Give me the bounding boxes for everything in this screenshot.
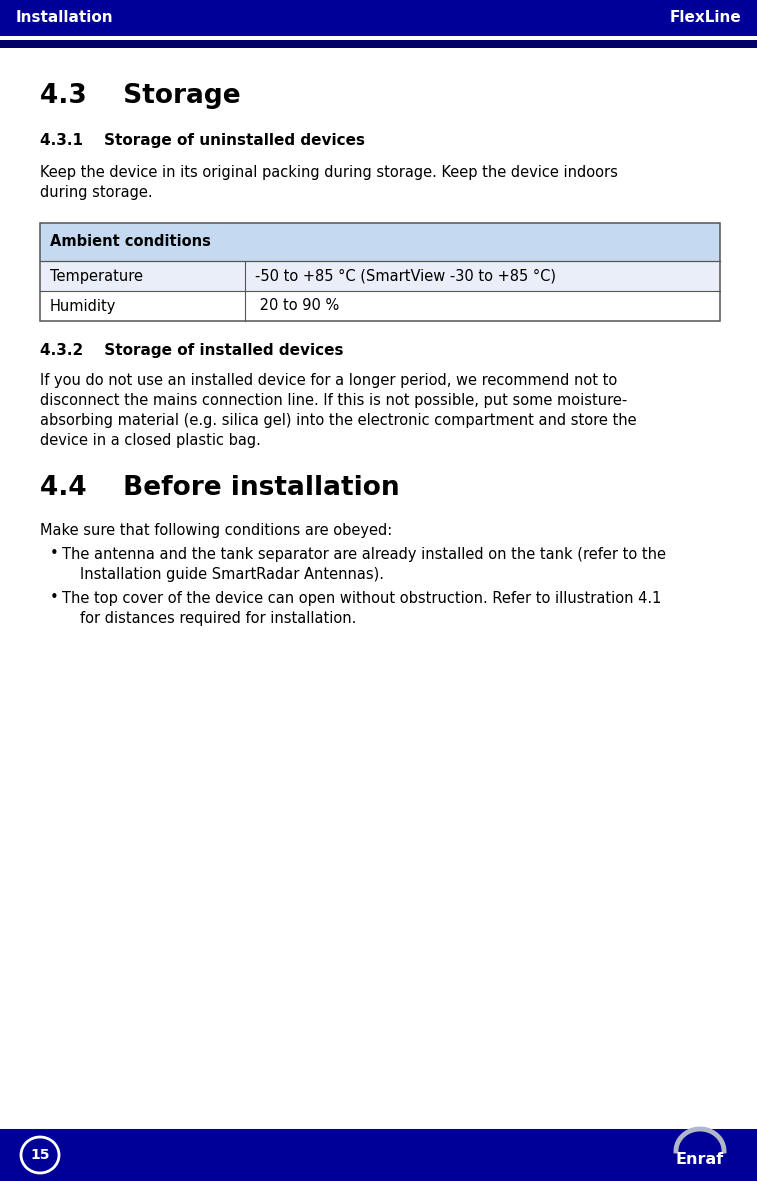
Text: The top cover of the device can open without obstruction. Refer to illustration : The top cover of the device can open wit…: [62, 590, 662, 606]
FancyBboxPatch shape: [0, 0, 757, 35]
FancyBboxPatch shape: [0, 1129, 757, 1181]
Text: absorbing material (e.g. silica gel) into the electronic compartment and store t: absorbing material (e.g. silica gel) int…: [40, 413, 637, 428]
FancyBboxPatch shape: [0, 40, 757, 48]
Text: Temperature: Temperature: [50, 268, 143, 283]
Text: 4.3.1    Storage of uninstalled devices: 4.3.1 Storage of uninstalled devices: [40, 133, 365, 148]
Text: -50 to +85 °C (SmartView -30 to +85 °C): -50 to +85 °C (SmartView -30 to +85 °C): [255, 268, 556, 283]
Text: 4.3    Storage: 4.3 Storage: [40, 83, 241, 109]
Text: Installation guide SmartRadar Antennas).: Installation guide SmartRadar Antennas).: [80, 567, 384, 582]
Text: Keep the device in its original packing during storage. Keep the device indoors: Keep the device in its original packing …: [40, 165, 618, 180]
Text: during storage.: during storage.: [40, 185, 153, 200]
Ellipse shape: [21, 1137, 59, 1173]
FancyBboxPatch shape: [40, 291, 720, 321]
Text: Installation: Installation: [16, 11, 114, 26]
Text: The antenna and the tank separator are already installed on the tank (refer to t: The antenna and the tank separator are a…: [62, 547, 666, 562]
Text: for distances required for installation.: for distances required for installation.: [80, 611, 357, 626]
Text: FlexLine: FlexLine: [669, 11, 741, 26]
Text: device in a closed plastic bag.: device in a closed plastic bag.: [40, 433, 261, 448]
Text: Make sure that following conditions are obeyed:: Make sure that following conditions are …: [40, 523, 392, 539]
FancyBboxPatch shape: [40, 261, 720, 291]
Text: disconnect the mains connection line. If this is not possible, put some moisture: disconnect the mains connection line. If…: [40, 393, 628, 407]
Text: •: •: [50, 546, 59, 561]
FancyBboxPatch shape: [40, 223, 720, 261]
Text: 4.3.2    Storage of installed devices: 4.3.2 Storage of installed devices: [40, 342, 344, 358]
Text: 15: 15: [30, 1148, 50, 1162]
Text: Enraf: Enraf: [676, 1153, 724, 1168]
Text: Humidity: Humidity: [50, 299, 117, 313]
Text: •: •: [50, 590, 59, 605]
Text: Ambient conditions: Ambient conditions: [50, 235, 211, 249]
Text: 20 to 90 %: 20 to 90 %: [255, 299, 339, 313]
Text: If you do not use an installed device for a longer period, we recommend not to: If you do not use an installed device fo…: [40, 373, 617, 389]
Text: 4.4    Before installation: 4.4 Before installation: [40, 475, 400, 501]
